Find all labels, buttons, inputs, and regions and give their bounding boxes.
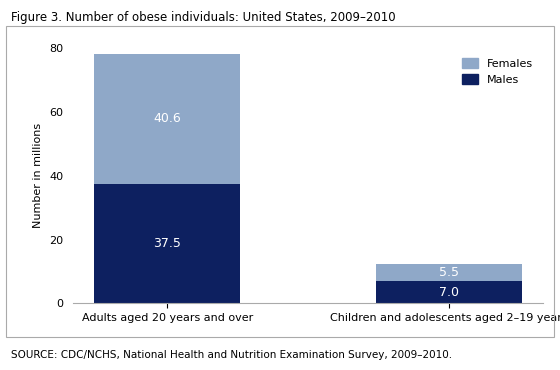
Legend: Females, Males: Females, Males: [457, 54, 538, 90]
Text: 5.5: 5.5: [438, 266, 459, 279]
Bar: [94, 184, 240, 303]
Text: 40.6: 40.6: [153, 112, 181, 125]
Text: SOURCE: CDC/NCHS, National Health and Nutrition Examination Survey, 2009–2010.: SOURCE: CDC/NCHS, National Health and Nu…: [11, 350, 452, 360]
Text: Figure 3. Number of obese individuals: United States, 2009–2010: Figure 3. Number of obese individuals: U…: [11, 11, 396, 24]
Y-axis label: Number in millions: Number in millions: [34, 123, 43, 228]
Text: 7.0: 7.0: [438, 286, 459, 299]
Text: 37.5: 37.5: [153, 237, 181, 250]
Bar: [376, 281, 522, 303]
Bar: [94, 54, 240, 184]
Bar: [376, 263, 522, 281]
